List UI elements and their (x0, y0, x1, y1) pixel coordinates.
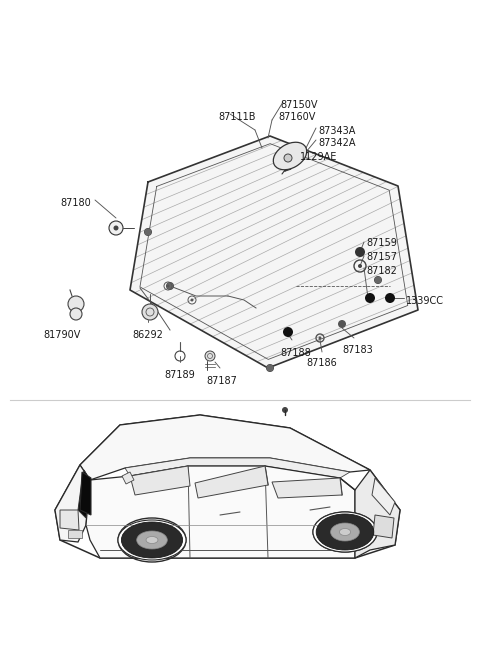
Polygon shape (80, 415, 370, 480)
Polygon shape (86, 466, 355, 558)
Circle shape (266, 365, 274, 371)
Text: 86292: 86292 (132, 330, 163, 340)
Circle shape (355, 247, 365, 257)
Polygon shape (60, 510, 79, 530)
Text: 87159: 87159 (366, 238, 397, 248)
Text: 87183: 87183 (343, 345, 373, 355)
Polygon shape (125, 458, 350, 478)
Circle shape (144, 228, 152, 236)
Text: 87343A: 87343A (318, 126, 355, 136)
Circle shape (167, 283, 173, 289)
Text: 81790V: 81790V (43, 330, 81, 340)
Ellipse shape (273, 142, 307, 170)
Polygon shape (373, 515, 394, 538)
Circle shape (385, 293, 395, 303)
Text: 87150V: 87150V (280, 100, 317, 110)
Circle shape (288, 144, 296, 152)
Ellipse shape (137, 531, 168, 549)
Text: 87180: 87180 (60, 198, 91, 208)
Polygon shape (130, 466, 190, 495)
Text: 87160V: 87160V (278, 112, 315, 122)
Ellipse shape (121, 522, 182, 558)
Circle shape (319, 337, 322, 340)
Circle shape (358, 264, 362, 268)
Ellipse shape (339, 529, 350, 535)
Polygon shape (80, 472, 91, 515)
Ellipse shape (146, 537, 158, 544)
Polygon shape (130, 136, 418, 368)
Polygon shape (195, 466, 268, 498)
Circle shape (365, 293, 375, 303)
Circle shape (374, 276, 382, 283)
Ellipse shape (331, 523, 360, 541)
Circle shape (68, 296, 84, 312)
Circle shape (282, 407, 288, 413)
Text: 1339CC: 1339CC (406, 296, 444, 306)
Polygon shape (55, 415, 400, 558)
Text: 87342A: 87342A (318, 138, 356, 148)
Text: 87188: 87188 (281, 348, 312, 358)
Circle shape (283, 327, 293, 337)
Circle shape (113, 226, 119, 230)
Circle shape (109, 221, 123, 235)
Ellipse shape (316, 514, 374, 550)
Polygon shape (122, 472, 134, 484)
Text: 87186: 87186 (307, 358, 337, 368)
Ellipse shape (313, 512, 377, 552)
Circle shape (167, 285, 169, 287)
Polygon shape (78, 470, 90, 518)
Text: 87111B: 87111B (218, 112, 255, 122)
Polygon shape (68, 530, 82, 538)
Ellipse shape (118, 520, 186, 560)
Text: 1129AE: 1129AE (300, 152, 337, 162)
Circle shape (338, 320, 346, 328)
Circle shape (191, 298, 193, 302)
Circle shape (205, 351, 215, 361)
Text: 87189: 87189 (165, 370, 195, 380)
Circle shape (70, 308, 82, 320)
Circle shape (142, 304, 158, 320)
Polygon shape (55, 465, 90, 542)
Polygon shape (272, 478, 342, 498)
Text: 87157: 87157 (366, 252, 397, 262)
Circle shape (284, 154, 292, 162)
Text: 87187: 87187 (206, 376, 238, 386)
Text: 87182: 87182 (366, 266, 397, 276)
Polygon shape (372, 478, 395, 515)
Polygon shape (355, 470, 400, 558)
